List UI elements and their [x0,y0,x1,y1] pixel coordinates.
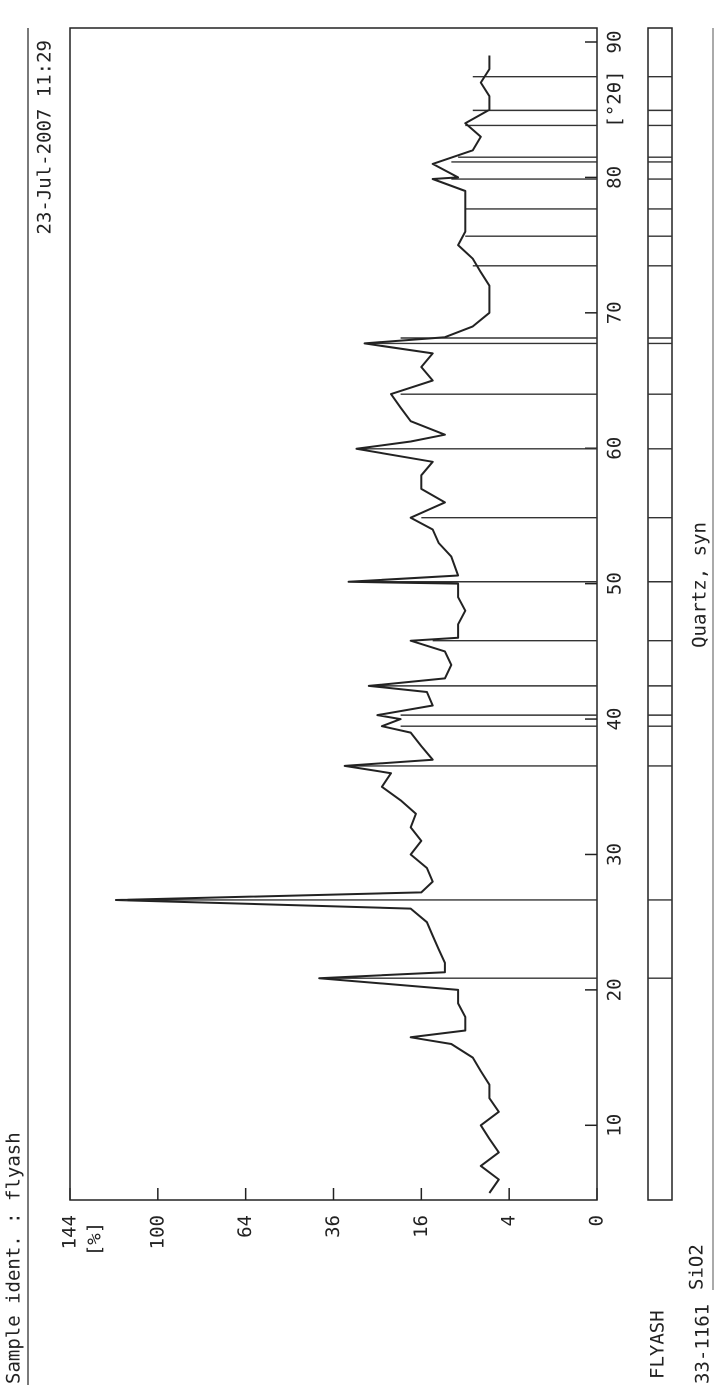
chart-title: Sample ident. : flyash [3,1132,25,1384]
reference-formula: SiO2 [686,1244,708,1290]
reference-name: Quartz, syn [689,522,711,648]
y-axis-label: [%] [84,1222,106,1256]
y-tick-label: 64 [234,1215,256,1238]
x-tick-label: 90 [604,31,626,54]
x-tick-label: 60 [604,437,626,460]
y-tick-label: 0 [586,1215,608,1226]
y-tick-label: 16 [410,1215,432,1238]
y-tick-label: 4 [498,1215,520,1226]
y-tick-label: 144 [59,1215,81,1249]
x-tick-label: 70 [604,301,626,324]
reference-strip [648,28,672,1200]
x-tick-label: 40 [604,708,626,731]
x-tick-label: 10 [604,1114,626,1137]
x-tick-label: 20 [604,978,626,1001]
x-tick-label: 80 [604,166,626,189]
x-axis-label: [°2θ] [604,70,626,127]
y-tick-label: 100 [146,1215,168,1249]
series-name: FLYASH [647,1310,669,1379]
rotated-frame: Sample ident. : flyash 23-Jul-2007 11:29… [3,28,714,1385]
chart-subtitle: 23-Jul-2007 11:29 [34,40,56,234]
chart: Sample ident. : flyash 23-Jul-2007 11:29… [0,0,720,1389]
plot-frame [70,28,597,1200]
x-tick-label: 30 [604,843,626,866]
data-line [116,56,499,1194]
y-tick-label: 36 [322,1215,344,1238]
page: Sample ident. : flyash 23-Jul-2007 11:29… [0,0,720,1389]
reference-code: 33-1161 [692,1304,714,1384]
x-tick-label: 50 [604,572,626,595]
